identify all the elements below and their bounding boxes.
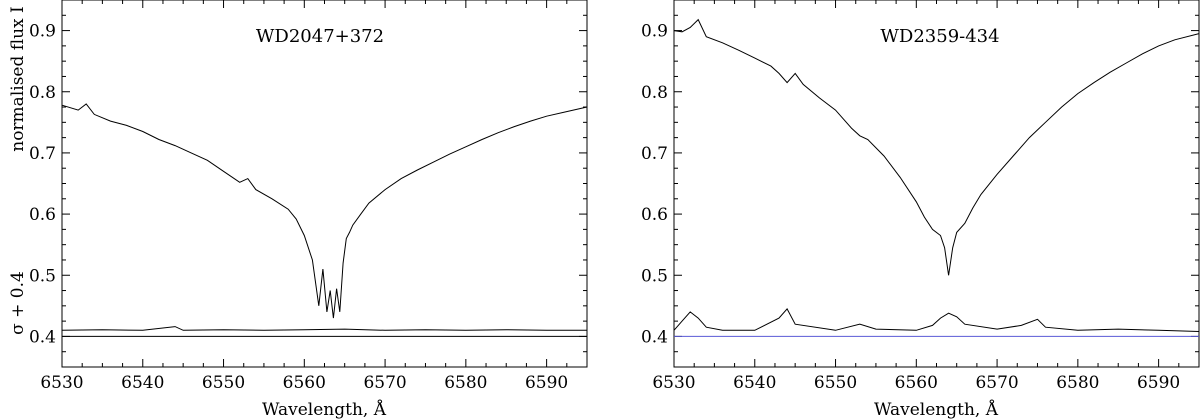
x-tick-label: 6590: [1137, 373, 1180, 393]
y-axis-label-sigma-left: σ + 0.4: [8, 271, 28, 335]
y-tick-label: 0.4: [29, 327, 56, 347]
x-tick-label: 6530: [40, 373, 83, 393]
x-tick-label: 6570: [363, 373, 406, 393]
chart-panel-right: 6530 6540 6550 6560 6570 6580 6590 0.40.50.60.…: [641, 0, 1200, 420]
y-tick-label: 0.6: [29, 205, 56, 225]
y-ticks-left: 0.4 0.5 0.6 0.7 0.8 0.9: [29, 0, 587, 368]
x-axis-label-left: Wavelength, Å: [262, 399, 387, 420]
x-axis-label-right: Wavelength, Å: [874, 399, 999, 420]
y-tick-label: 0.8: [29, 83, 56, 103]
y-tick-label: 0.6: [641, 205, 668, 225]
y-tick-label: 0.5: [29, 266, 56, 286]
series-left: [61, 103, 588, 337]
y-tick-label: 0.5: [641, 266, 668, 286]
plot-frame-left: [61, 0, 588, 368]
x-ticks-left: 6530 6540 6550 6560 6570 6580 6590: [40, 0, 588, 393]
chart-panel-left: 6530 6540 6550 6560 6570 6580 6590 0.40.50.60.…: [8, 0, 588, 420]
plot-frame-right: [673, 0, 1200, 368]
sigma-line: [61, 326, 587, 331]
x-tick-label: 6550: [814, 373, 857, 393]
y-tick-label: 0.9: [641, 22, 668, 42]
x-tick-label: 6580: [444, 373, 487, 393]
x-tick-label: 6540: [121, 373, 164, 393]
y-tick-label: 0.8: [641, 83, 668, 103]
x-tick-label: 6570: [975, 373, 1018, 393]
y-ticks-right: 0.4 0.5 0.6 0.7 0.8 0.9: [641, 0, 1199, 368]
x-tick-label: 6550: [202, 373, 245, 393]
y-tick-label: 0.7: [641, 144, 668, 164]
sigma-line: [673, 308, 1200, 332]
x-tick-label: 6560: [895, 373, 938, 393]
x-tick-label: 6560: [283, 373, 326, 393]
x-tick-label: 6590: [525, 373, 568, 393]
x-tick-label: 6580: [1056, 373, 1099, 393]
flux-line: [61, 103, 588, 319]
x-tick-label: 6540: [733, 373, 776, 393]
series-right: [673, 18, 1200, 337]
flux-line: [673, 18, 1200, 276]
panel-title-left: WD2047+372: [256, 26, 384, 47]
y-tick-label: 0.4: [641, 327, 668, 347]
y-tick-label: 0.9: [29, 22, 56, 42]
panel-title-right: WD2359-434: [880, 26, 999, 47]
y-axis-label-left: normalised flux I: [8, 6, 28, 152]
x-ticks-right: 6530 6540 6550 6560 6570 6580 6590: [652, 0, 1200, 393]
y-tick-label: 0.7: [29, 144, 56, 164]
x-tick-label: 6530: [652, 373, 695, 393]
